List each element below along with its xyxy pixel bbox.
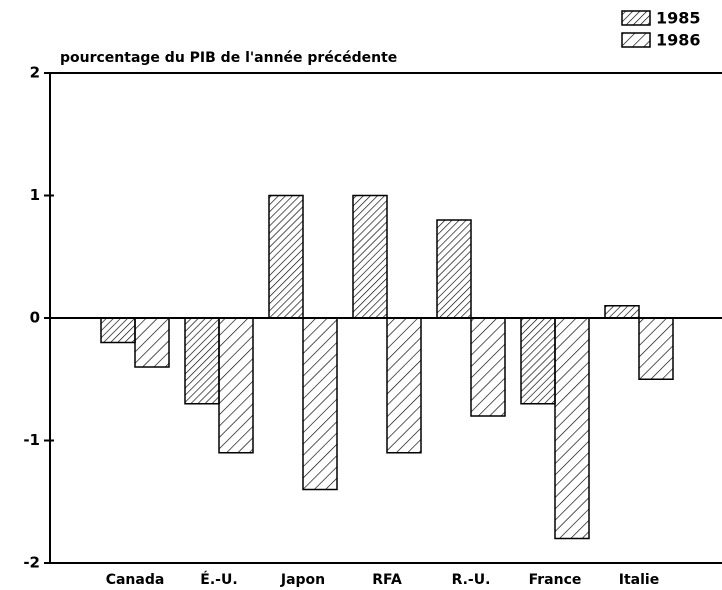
x-tick-label: Canada bbox=[106, 572, 165, 588]
chart-title: pourcentage du PIB de l'année précédente bbox=[60, 50, 397, 66]
bar bbox=[100, 317, 136, 344]
legend-label: 1985 bbox=[656, 9, 701, 28]
x-tick-label: France bbox=[529, 572, 582, 588]
y-tick-label: 2 bbox=[30, 64, 40, 82]
bar bbox=[604, 305, 640, 319]
y-tick-label: -1 bbox=[23, 431, 40, 449]
y-tick-label: 1 bbox=[30, 186, 40, 204]
y-tick-label: 0 bbox=[30, 309, 40, 327]
x-tick-label: RFA bbox=[372, 572, 402, 588]
bar bbox=[268, 194, 304, 319]
bar bbox=[352, 194, 388, 319]
bar bbox=[386, 317, 422, 454]
legend-swatch bbox=[621, 10, 651, 26]
x-tick-label: Italie bbox=[619, 572, 659, 588]
bar bbox=[184, 317, 220, 405]
legend-label: 1986 bbox=[656, 31, 701, 50]
bar bbox=[436, 219, 472, 319]
x-tick-label: Japon bbox=[280, 572, 325, 588]
legend-swatch bbox=[621, 32, 651, 48]
bar bbox=[520, 317, 556, 405]
bar bbox=[554, 317, 590, 540]
bar bbox=[638, 317, 674, 380]
bar bbox=[470, 317, 506, 417]
x-tick-label: É.-U. bbox=[200, 571, 237, 588]
bar bbox=[302, 317, 338, 491]
y-tick-label: -2 bbox=[23, 554, 40, 572]
bar bbox=[218, 317, 254, 454]
x-tick-label: R.-U. bbox=[452, 572, 491, 588]
bar bbox=[134, 317, 170, 368]
